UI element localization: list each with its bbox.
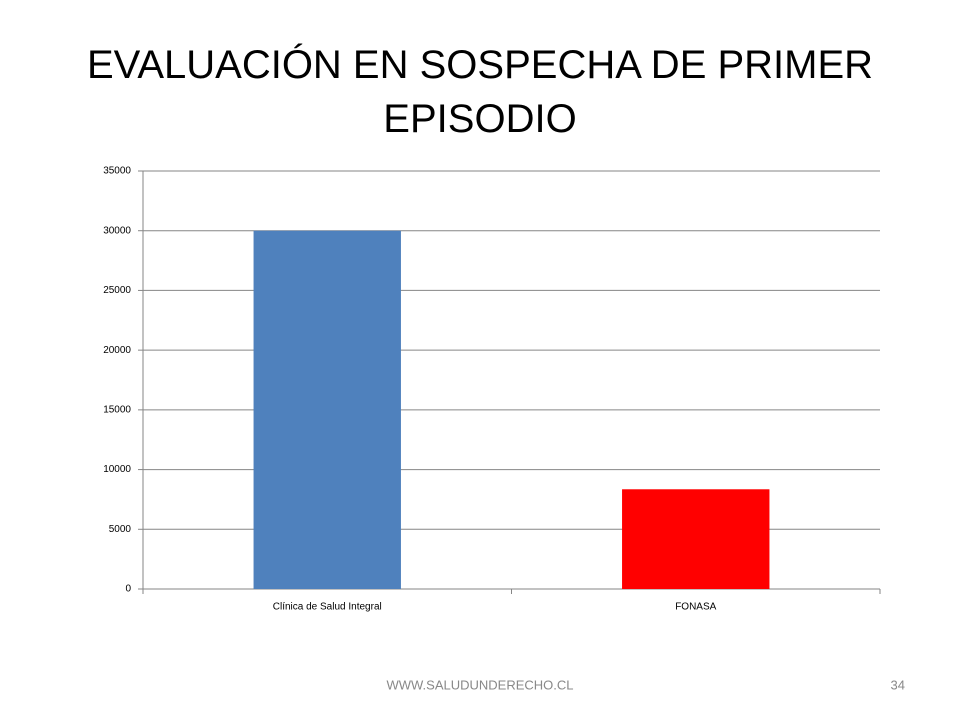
y-tick-label: 10000 (103, 464, 131, 475)
y-tick-label: 20000 (103, 345, 131, 356)
y-tick-label: 30000 (103, 225, 131, 236)
x-tick-label: FONASA (675, 602, 716, 613)
y-tick-label: 35000 (103, 166, 131, 177)
bar (253, 230, 401, 589)
y-tick-label: 15000 (103, 404, 131, 415)
bar (622, 489, 770, 589)
page-number: 34 (891, 677, 905, 692)
footer-url: WWW.SALUDUNDERECHO.CL (386, 677, 573, 692)
x-tick-label: Clínica de Salud Integral (273, 602, 382, 613)
y-tick-label: 25000 (103, 285, 131, 296)
chart-title: EVALUACIÓN EN SOSPECHA DE PRIMER EPISODI… (86, 43, 874, 141)
y-tick-label: 0 (125, 584, 131, 595)
y-tick-label: 5000 (109, 524, 132, 535)
